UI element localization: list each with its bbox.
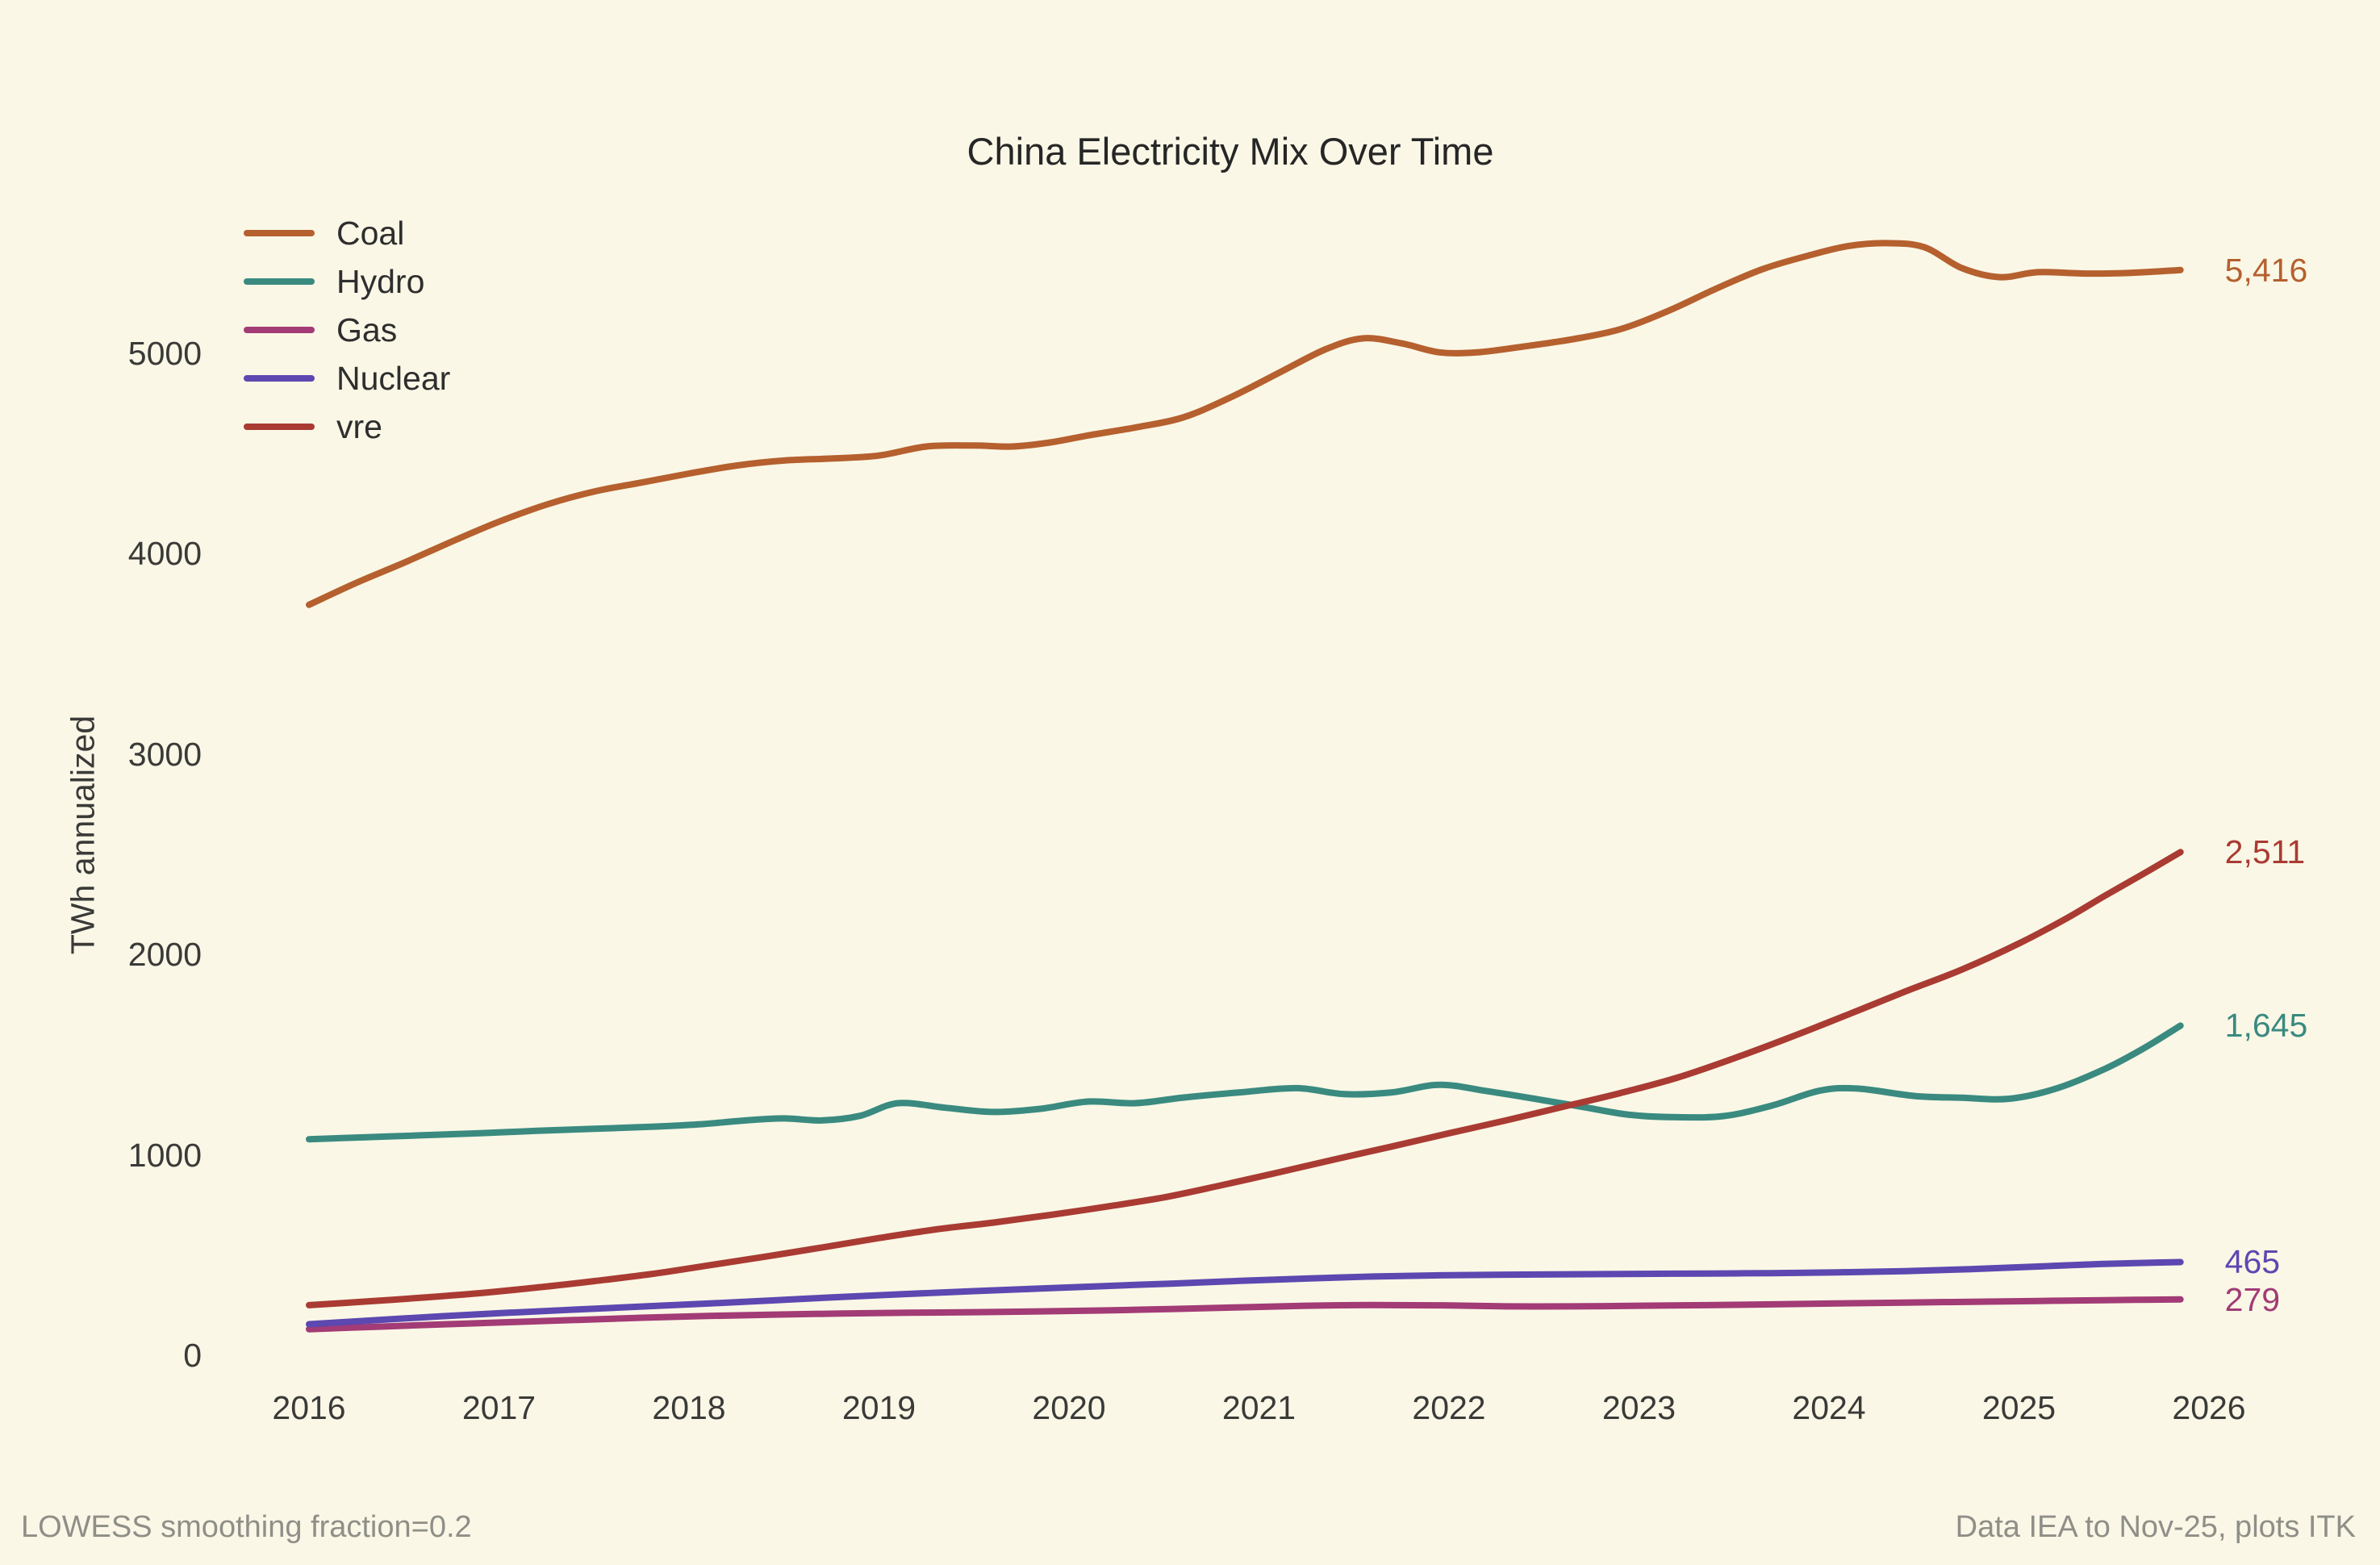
series-end-label-coal: 5,416 (2224, 251, 2308, 289)
y-tick-label: 0 (183, 1337, 202, 1374)
y-tick-label: 5000 (127, 335, 202, 372)
legend-swatch-vre (244, 424, 315, 430)
x-tick-label: 2020 (1032, 1389, 1106, 1426)
legend-item-hydro: Hydro (244, 257, 450, 306)
legend-label: Hydro (336, 262, 425, 300)
y-tick-label: 3000 (127, 735, 202, 773)
legend-item-vre: vre (244, 403, 450, 451)
series-end-label-vre: 2,511 (2224, 833, 2306, 871)
legend-label: Nuclear (336, 359, 451, 397)
chart-title: China Electricity Mix Over Time (967, 130, 1494, 173)
x-tick-label: 2018 (652, 1389, 726, 1426)
x-tick-label: 2021 (1221, 1389, 1296, 1426)
x-tick-label: 2026 (2172, 1389, 2246, 1426)
line-coal (306, 240, 2184, 608)
legend-swatch-nuclear (244, 375, 315, 382)
x-tick-label: 2023 (1601, 1389, 1676, 1426)
series-end-label-hydro: 1,645 (2224, 1007, 2308, 1045)
x-tick-label: 2016 (272, 1389, 346, 1426)
line-nuclear (306, 1258, 2184, 1328)
legend-item-gas: Gas (244, 306, 450, 354)
x-tick-label: 2019 (841, 1389, 917, 1426)
x-tick-label: 2022 (1412, 1389, 1486, 1426)
x-tick-label: 2017 (461, 1389, 537, 1426)
x-tick-label: 2024 (1792, 1389, 1866, 1426)
legend-label: vre (336, 407, 382, 445)
line-hydro (306, 1022, 2184, 1143)
legend-swatch-gas (244, 327, 315, 333)
y-tick-label: 1000 (127, 1136, 202, 1174)
series-end-label-gas: 279 (2224, 1280, 2281, 1318)
legend-item-nuclear: Nuclear (244, 354, 450, 403)
legend-label: Gas (336, 311, 398, 348)
legend-label: Coal (336, 214, 405, 252)
legend: Coal Hydro Gas Nuclear vre (244, 209, 450, 451)
y-tick-label: 2000 (127, 936, 202, 974)
footnote-source: Data IEA to Nov-25, plots ITK (1955, 1510, 2356, 1544)
y-tick-label: 4000 (127, 535, 202, 573)
series-end-label-nuclear: 465 (2224, 1243, 2281, 1281)
line-gas (306, 1296, 2184, 1333)
x-tick-label: 2025 (1981, 1389, 2056, 1426)
legend-swatch-hydro (244, 278, 315, 285)
legend-swatch-coal (244, 230, 315, 236)
line-vre (306, 849, 2184, 1308)
footnote-smoothing: LOWESS smoothing fraction=0.2 (21, 1510, 472, 1544)
legend-item-coal: Coal (244, 209, 450, 257)
